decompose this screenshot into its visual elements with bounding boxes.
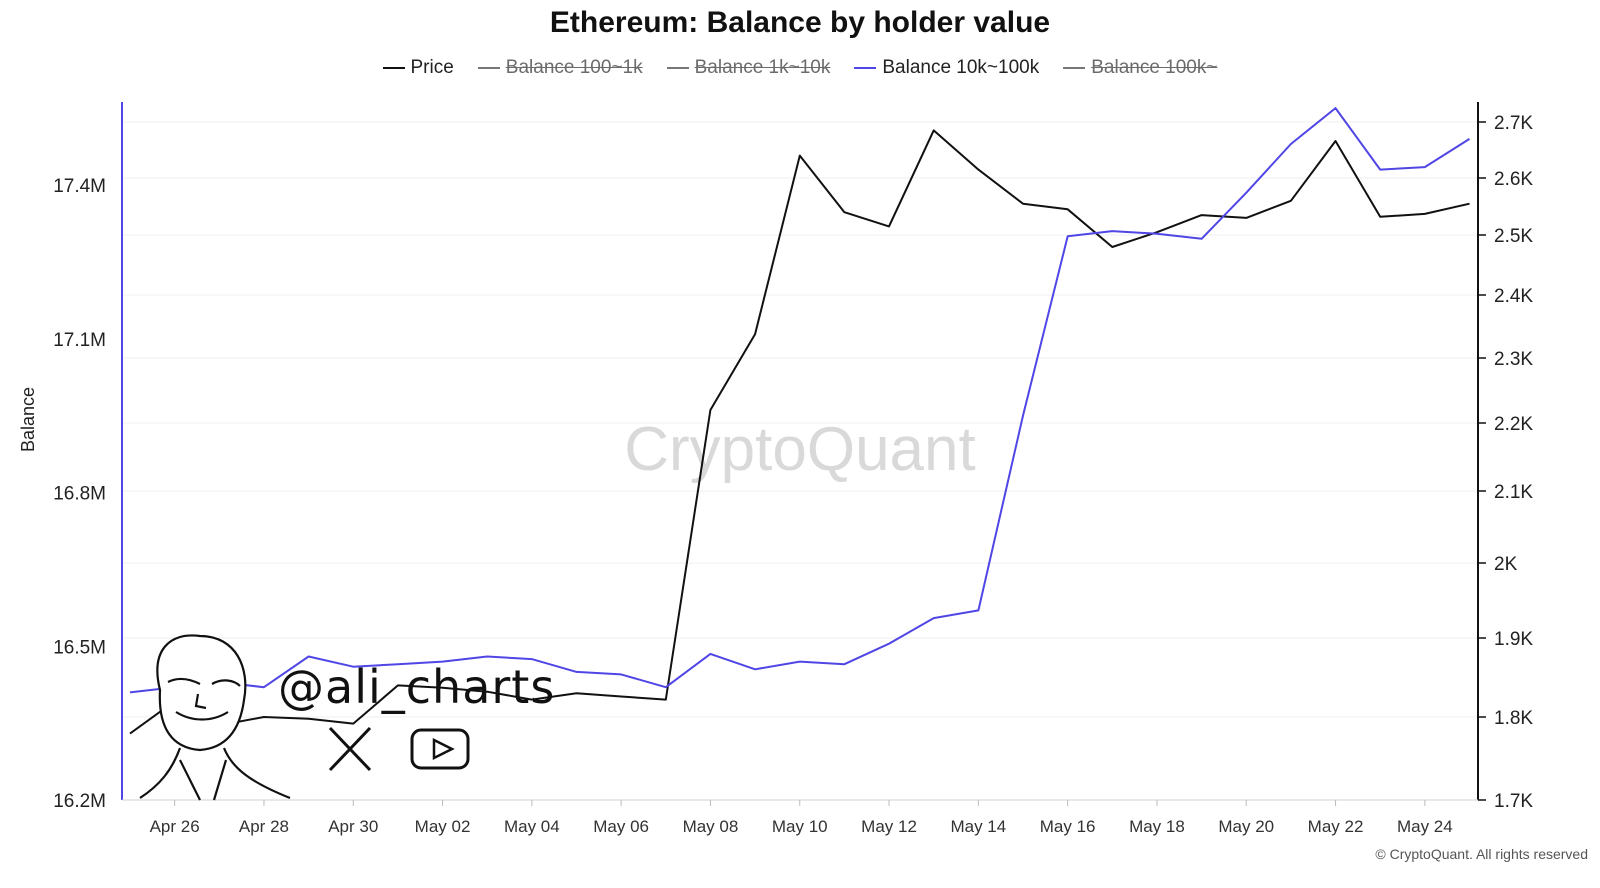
y-right-tick-label: 2.4K (1494, 286, 1533, 307)
legend-swatch (1063, 67, 1086, 69)
legend: Price Balance 100~1k Balance 1k~10k Balance… (0, 57, 1600, 79)
legend-swatch (854, 67, 877, 69)
y-left-tick-label: 16.5M (53, 637, 106, 658)
series-line-1 (129, 107, 1471, 694)
y-right-tick-label: 1.9K (1494, 629, 1533, 650)
watermark-handle: @ali_charts (278, 660, 556, 714)
y-left-tick-label: 16.2M (53, 791, 106, 812)
x-tick-label: May 10 (772, 817, 828, 836)
legend-label: Balance 1k~10k (694, 57, 831, 78)
play-button-icon (410, 728, 470, 770)
play-triangle-icon (432, 737, 455, 761)
chart-title: Ethereum: Balance by holder value (549, 6, 1051, 39)
x-tick-label: Apr 30 (328, 817, 378, 836)
x-tick-label: May 02 (415, 817, 471, 836)
legend-label: Balance 100~1k (505, 57, 643, 78)
legend-swatch (666, 67, 689, 69)
x-tick-label: May 20 (1218, 817, 1274, 836)
y-right-tick-label: 2.1K (1494, 482, 1533, 503)
y-right-tick-label: 1.7K (1494, 791, 1533, 812)
x-tick-label: May 08 (683, 817, 739, 836)
legend-swatch (477, 67, 500, 69)
watermark-brand: CryptoQuant (624, 415, 976, 484)
y-right-tick-label: 2.5K (1494, 226, 1533, 247)
legend-label: Balance 100k~ (1091, 57, 1218, 78)
y-right-tick-label: 2.2K (1494, 414, 1533, 435)
y-right-tick-label: 2.3K (1494, 349, 1533, 370)
legend-label: Price (410, 57, 454, 78)
x-tick-label: Apr 26 (150, 817, 200, 836)
x-tick-label: May 18 (1129, 817, 1185, 836)
x-tick-label: Apr 28 (239, 817, 289, 836)
x-tick-label: May 06 (593, 817, 649, 836)
y-right-tick-label: 2.6K (1494, 169, 1533, 190)
y-right-tick-label: 2K (1494, 554, 1518, 575)
x-tick-label: May 14 (950, 817, 1006, 836)
x-tick-label: May 16 (1040, 817, 1096, 836)
legend-item-1[interactable]: Balance 100~1k (477, 57, 643, 79)
series-line-0 (129, 129, 1470, 735)
avatar-sketch (139, 634, 291, 801)
y-left-tick-label: 16.8M (53, 484, 106, 505)
legend-swatch (382, 67, 405, 69)
y-right-tick-label: 1.8K (1494, 708, 1533, 729)
x-tick-label: May 22 (1308, 817, 1364, 836)
copyright-text: © CryptoQuant. All rights reserved (1375, 846, 1588, 862)
legend-label: Balance 10k~100k (882, 57, 1040, 78)
legend-item-3[interactable]: Balance 10k~100k (854, 57, 1039, 79)
legend-item-2[interactable]: Balance 1k~10k (666, 57, 831, 79)
y-left-tick-label: 17.4M (53, 176, 106, 197)
legend-item-4[interactable]: Balance 100k~ (1063, 57, 1217, 79)
x-logo-icon (328, 726, 372, 772)
x-tick-label: May 12 (861, 817, 917, 836)
x-tick-label: May 24 (1397, 817, 1453, 836)
x-tick-label: May 04 (504, 817, 560, 836)
legend-item-0[interactable]: Price (382, 57, 454, 79)
y-right-tick-label: 2.7K (1494, 113, 1533, 134)
y-left-tick-label: 17.1M (53, 330, 106, 351)
